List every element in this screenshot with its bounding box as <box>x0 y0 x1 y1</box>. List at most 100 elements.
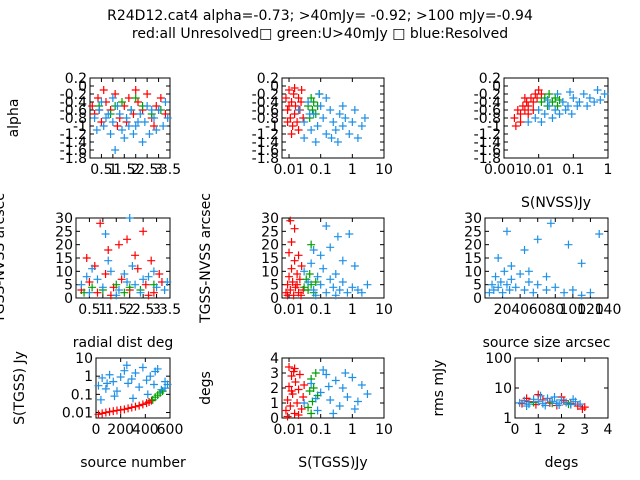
data-point <box>297 86 306 94</box>
data-point <box>293 118 302 126</box>
x-tick-label: 0 <box>92 422 101 438</box>
data-point <box>331 126 340 134</box>
data-point <box>124 122 133 130</box>
y-tick-label: 0.2 <box>479 71 501 87</box>
data-point <box>294 126 303 134</box>
data-point <box>143 102 152 110</box>
data-point <box>561 106 570 114</box>
data-point <box>112 280 121 289</box>
data-point <box>316 280 325 289</box>
data-point <box>113 122 122 130</box>
data-point <box>305 110 314 118</box>
data-point <box>541 401 550 410</box>
x-tick-label: 1.5 <box>113 162 135 178</box>
series-red <box>281 363 309 421</box>
data-point <box>576 400 585 409</box>
data-point <box>531 114 540 122</box>
y-axis-label: degs <box>198 371 214 405</box>
data-point <box>124 404 133 413</box>
data-point <box>319 366 328 374</box>
x-tick-label: 2 <box>125 302 134 318</box>
data-point <box>285 102 294 110</box>
data-point <box>524 118 533 126</box>
plot-frame <box>514 357 609 419</box>
y-tick-label: 10 <box>55 264 73 280</box>
y-tick-label: -0.4 <box>60 95 87 111</box>
title-line-2: red:all Unresolved□ green:U>40mJy □ blue… <box>131 26 509 42</box>
data-point <box>125 214 134 222</box>
data-point <box>146 372 155 381</box>
data-point <box>116 373 125 382</box>
data-point <box>293 399 302 407</box>
data-point <box>291 378 300 386</box>
data-point <box>341 369 350 377</box>
data-point <box>529 98 538 106</box>
data-point <box>329 283 338 292</box>
y-tick-label: 1 <box>270 396 279 412</box>
data-point <box>122 114 131 122</box>
data-point <box>316 388 325 397</box>
x-axis-label: S(NVSS)Jy <box>521 195 591 211</box>
data-point <box>494 283 503 292</box>
y-tick-label: 15 <box>55 251 73 267</box>
data-point <box>577 259 586 268</box>
data-point <box>557 395 566 404</box>
data-point <box>98 409 107 418</box>
data-point <box>319 114 328 122</box>
y-tick-label: -1.4 <box>474 135 501 151</box>
data-point <box>488 280 497 289</box>
x-tick-label: 2 <box>131 162 140 178</box>
chart-p3: 0.001 0.01 0.1 10.20-0.2-0.4-0.6-0.8-1-1.2-… <box>474 71 613 211</box>
data-point <box>286 286 295 294</box>
x-tick-label: 2.5 <box>136 162 158 178</box>
data-point <box>515 398 524 407</box>
data-point <box>307 379 316 388</box>
y-tick-label: 20 <box>55 238 73 254</box>
data-point <box>285 272 294 281</box>
data-point <box>128 262 137 270</box>
x-tick-label: 1 <box>348 302 357 318</box>
x-tick-label: 40 <box>511 302 529 318</box>
data-point <box>304 98 313 106</box>
data-point <box>311 138 320 146</box>
y-tick-label: -1.4 <box>60 135 87 151</box>
series-blue <box>485 219 604 300</box>
chart-p2: 0.01 0.1 1 10 0.20-0.2-0.4-0.6-0.8-1-1.2-1.4… <box>252 71 393 178</box>
data-point <box>304 403 313 412</box>
y-axis-label: TGSS-NVSS arcsec <box>198 193 214 324</box>
data-point <box>533 94 542 102</box>
y-tick-label: 25 <box>261 224 279 240</box>
data-point <box>338 384 347 392</box>
data-point <box>300 134 309 142</box>
x-tick-label: 4 <box>604 422 613 438</box>
data-point <box>290 256 299 265</box>
data-point <box>144 291 153 300</box>
data-point <box>131 402 140 411</box>
series-blue <box>524 86 609 126</box>
y-tick-label: -0.4 <box>474 95 501 111</box>
data-point <box>286 216 295 225</box>
data-point <box>338 122 347 130</box>
data-point <box>489 286 498 294</box>
data-point <box>122 361 131 370</box>
data-point <box>338 256 347 265</box>
x-tick-label: 0.01 <box>273 162 304 178</box>
y-tick-label: 0.2 <box>257 71 279 87</box>
data-point <box>540 110 549 118</box>
data-point <box>553 90 562 98</box>
data-point <box>548 397 557 406</box>
y-tick-label: 0 <box>78 79 87 95</box>
data-point <box>94 381 103 390</box>
data-point <box>520 106 529 114</box>
x-tick-label: 80 <box>546 302 564 318</box>
data-point <box>335 286 344 294</box>
data-point <box>313 406 322 415</box>
y-tick-label: 0 <box>64 291 73 307</box>
data-point <box>93 275 102 284</box>
x-axis-label: source size arcsec <box>483 335 611 351</box>
data-point <box>113 102 122 110</box>
data-point <box>333 138 342 146</box>
data-point <box>145 130 154 138</box>
